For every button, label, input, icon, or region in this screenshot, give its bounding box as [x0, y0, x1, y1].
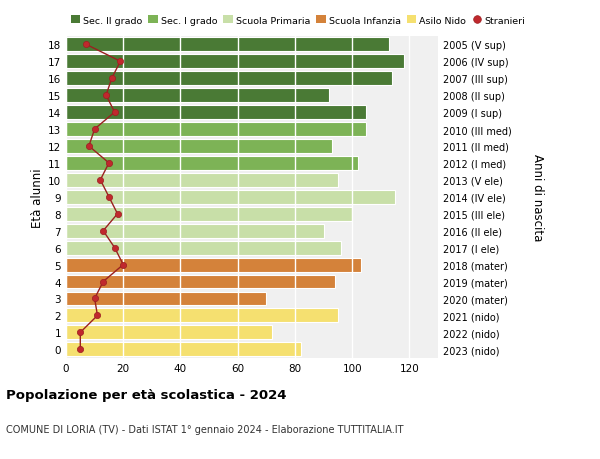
Bar — [66, 309, 338, 323]
Bar — [66, 174, 338, 187]
Bar — [66, 275, 335, 289]
Bar — [66, 326, 272, 340]
Bar — [66, 190, 395, 204]
Bar — [66, 241, 341, 255]
Bar — [66, 224, 323, 238]
Bar — [66, 106, 367, 120]
Bar — [66, 123, 367, 137]
Bar — [66, 55, 404, 69]
Bar — [66, 258, 361, 272]
Bar — [66, 342, 301, 357]
Bar — [66, 89, 329, 103]
Legend: Sec. II grado, Sec. I grado, Scuola Primaria, Scuola Infanzia, Asilo Nido, Stran: Sec. II grado, Sec. I grado, Scuola Prim… — [71, 17, 526, 26]
Y-axis label: Anni di nascita: Anni di nascita — [531, 154, 544, 241]
Text: Popolazione per età scolastica - 2024: Popolazione per età scolastica - 2024 — [6, 388, 287, 401]
Bar — [66, 72, 392, 86]
Text: COMUNE DI LORIA (TV) - Dati ISTAT 1° gennaio 2024 - Elaborazione TUTTITALIA.IT: COMUNE DI LORIA (TV) - Dati ISTAT 1° gen… — [6, 425, 404, 435]
Y-axis label: Età alunni: Età alunni — [31, 168, 44, 227]
Bar — [66, 292, 266, 306]
Bar — [66, 157, 358, 170]
Bar — [66, 207, 352, 221]
Bar — [66, 140, 332, 154]
Bar — [66, 38, 389, 52]
